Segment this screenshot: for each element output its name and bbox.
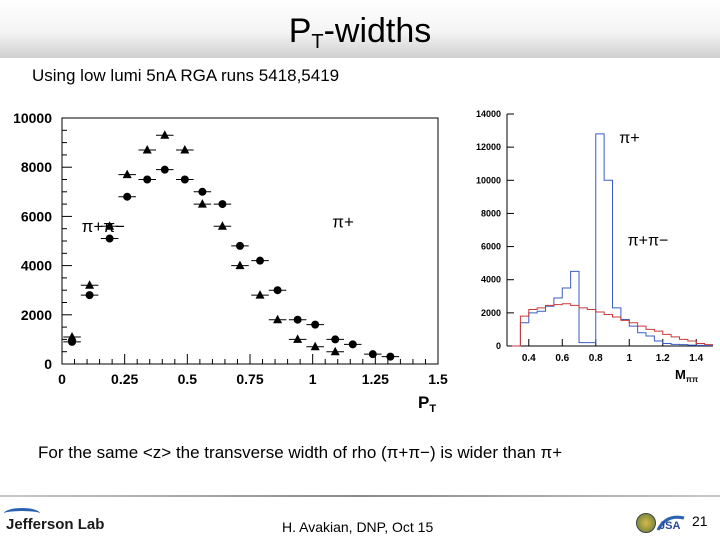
- data-point-triangle: [160, 130, 170, 139]
- chart-annotation: π+: [332, 212, 354, 231]
- x-tick-label: 0.25: [111, 371, 138, 387]
- slide-subtitle: Using low lumi 5nA RGA runs 5418,5419: [32, 66, 340, 85]
- data-point-triangle: [122, 169, 132, 179]
- data-point-triangle: [67, 331, 77, 341]
- data-point-triangle: [235, 260, 245, 270]
- x-axis-label: Mππ: [675, 367, 698, 384]
- x-tick-label: 1.25: [362, 371, 389, 387]
- data-point-circle: [235, 241, 244, 250]
- jsa-text: JSA: [659, 520, 680, 532]
- x-axis-label-sub: ππ: [686, 375, 698, 384]
- y-tick-label: 4000: [481, 275, 501, 285]
- data-point-triangle: [180, 144, 190, 154]
- footer-divider: [0, 495, 720, 497]
- y-tick-label: 0: [496, 341, 501, 351]
- y-tick-label: 12000: [476, 142, 501, 152]
- data-point-triangle: [105, 221, 115, 230]
- data-point-circle: [293, 315, 302, 324]
- logo-swoosh-icon: [4, 508, 40, 519]
- doe-seal-icon: [636, 513, 656, 533]
- data-point-circle: [198, 187, 207, 196]
- data-point-circle: [348, 340, 357, 349]
- jsa-logo-icon: JSA: [656, 515, 685, 532]
- plot-frame: [61, 117, 439, 365]
- page-number: 21: [692, 513, 708, 529]
- x-tick-label: 1.2: [656, 353, 670, 364]
- data-point-circle: [311, 320, 320, 329]
- data-point-circle: [256, 256, 265, 265]
- y-tick-label: 10000: [13, 110, 52, 126]
- data-point-triangle: [197, 199, 207, 208]
- data-point-triangle: [330, 346, 340, 356]
- x-axis-label: PT: [418, 393, 436, 415]
- data-point-circle: [123, 192, 132, 201]
- data-point-circle: [180, 175, 189, 184]
- x-tick-label: 0: [58, 371, 66, 387]
- y-tick-label: 14000: [476, 109, 501, 119]
- logo-text: Jefferson Lab: [6, 516, 105, 533]
- data-point-circle: [160, 165, 169, 174]
- data-point-circle: [273, 286, 282, 295]
- data-point-circle: [218, 200, 227, 209]
- x-tick-label: 0.5: [178, 371, 198, 387]
- y-tick-label: 10000: [476, 175, 501, 185]
- x-tick-label: 0.8: [589, 353, 603, 364]
- x-tick-label: 1.5: [428, 371, 448, 387]
- x-tick-label: 1.4: [689, 353, 703, 364]
- x-tick-label: 0.75: [236, 371, 263, 387]
- mass-histogram-chart: 0 2000 4000 6000 8000 10000 12000 14000 0.4 0.6 0.…: [476, 109, 713, 384]
- footer-author: H. Avakian, DNP, Oct 15: [282, 519, 434, 535]
- title-band: [0, 0, 720, 58]
- y-tick-label: 4000: [21, 258, 52, 274]
- slide-title: PT-widths: [288, 12, 432, 53]
- data-point-triangle: [273, 314, 283, 324]
- data-point-circle: [368, 350, 377, 359]
- chart-annotation: π+π−: [82, 217, 125, 236]
- x-tick-label: 1: [626, 353, 632, 364]
- y-tick-label: 2000: [21, 307, 52, 323]
- y-tick-label: 8000: [481, 208, 501, 218]
- x-axis-label-sub: T: [429, 403, 436, 415]
- data-point-circle: [143, 175, 152, 184]
- data-point-triangle: [293, 334, 303, 343]
- data-point-triangle: [85, 280, 95, 289]
- chart-annotation: π+π−: [628, 233, 669, 250]
- slide-caption: For the same <z> the transverse width of…: [38, 443, 563, 462]
- x-tick-label: 1: [309, 371, 317, 387]
- y-tick-label: 6000: [481, 242, 501, 252]
- x-tick-label: 0.6: [555, 353, 569, 364]
- chart-annotation: π+: [619, 130, 639, 147]
- y-tick-label: 0: [44, 356, 52, 372]
- data-point-triangle: [217, 221, 227, 230]
- x-tick-label: 0.4: [522, 353, 536, 364]
- y-tick-label: 8000: [21, 159, 52, 175]
- data-point-triangle: [142, 144, 152, 154]
- pt-width-scatter-chart: 0 2000 4000 6000 8000 10000 0 0.25 0.5 0.75 1 1.25 1…: [13, 110, 448, 415]
- data-point-circle: [331, 335, 340, 344]
- y-tick-label: 2000: [481, 308, 501, 318]
- data-point-triangle: [310, 341, 320, 351]
- data-point-circle: [386, 352, 395, 361]
- data-point-circle: [105, 234, 114, 243]
- histogram-line: [512, 303, 713, 347]
- y-tick-label: 6000: [21, 208, 52, 224]
- data-point-circle: [85, 291, 94, 300]
- data-point-triangle: [255, 290, 265, 299]
- jefferson-lab-logo: Jefferson Lab: [4, 508, 105, 533]
